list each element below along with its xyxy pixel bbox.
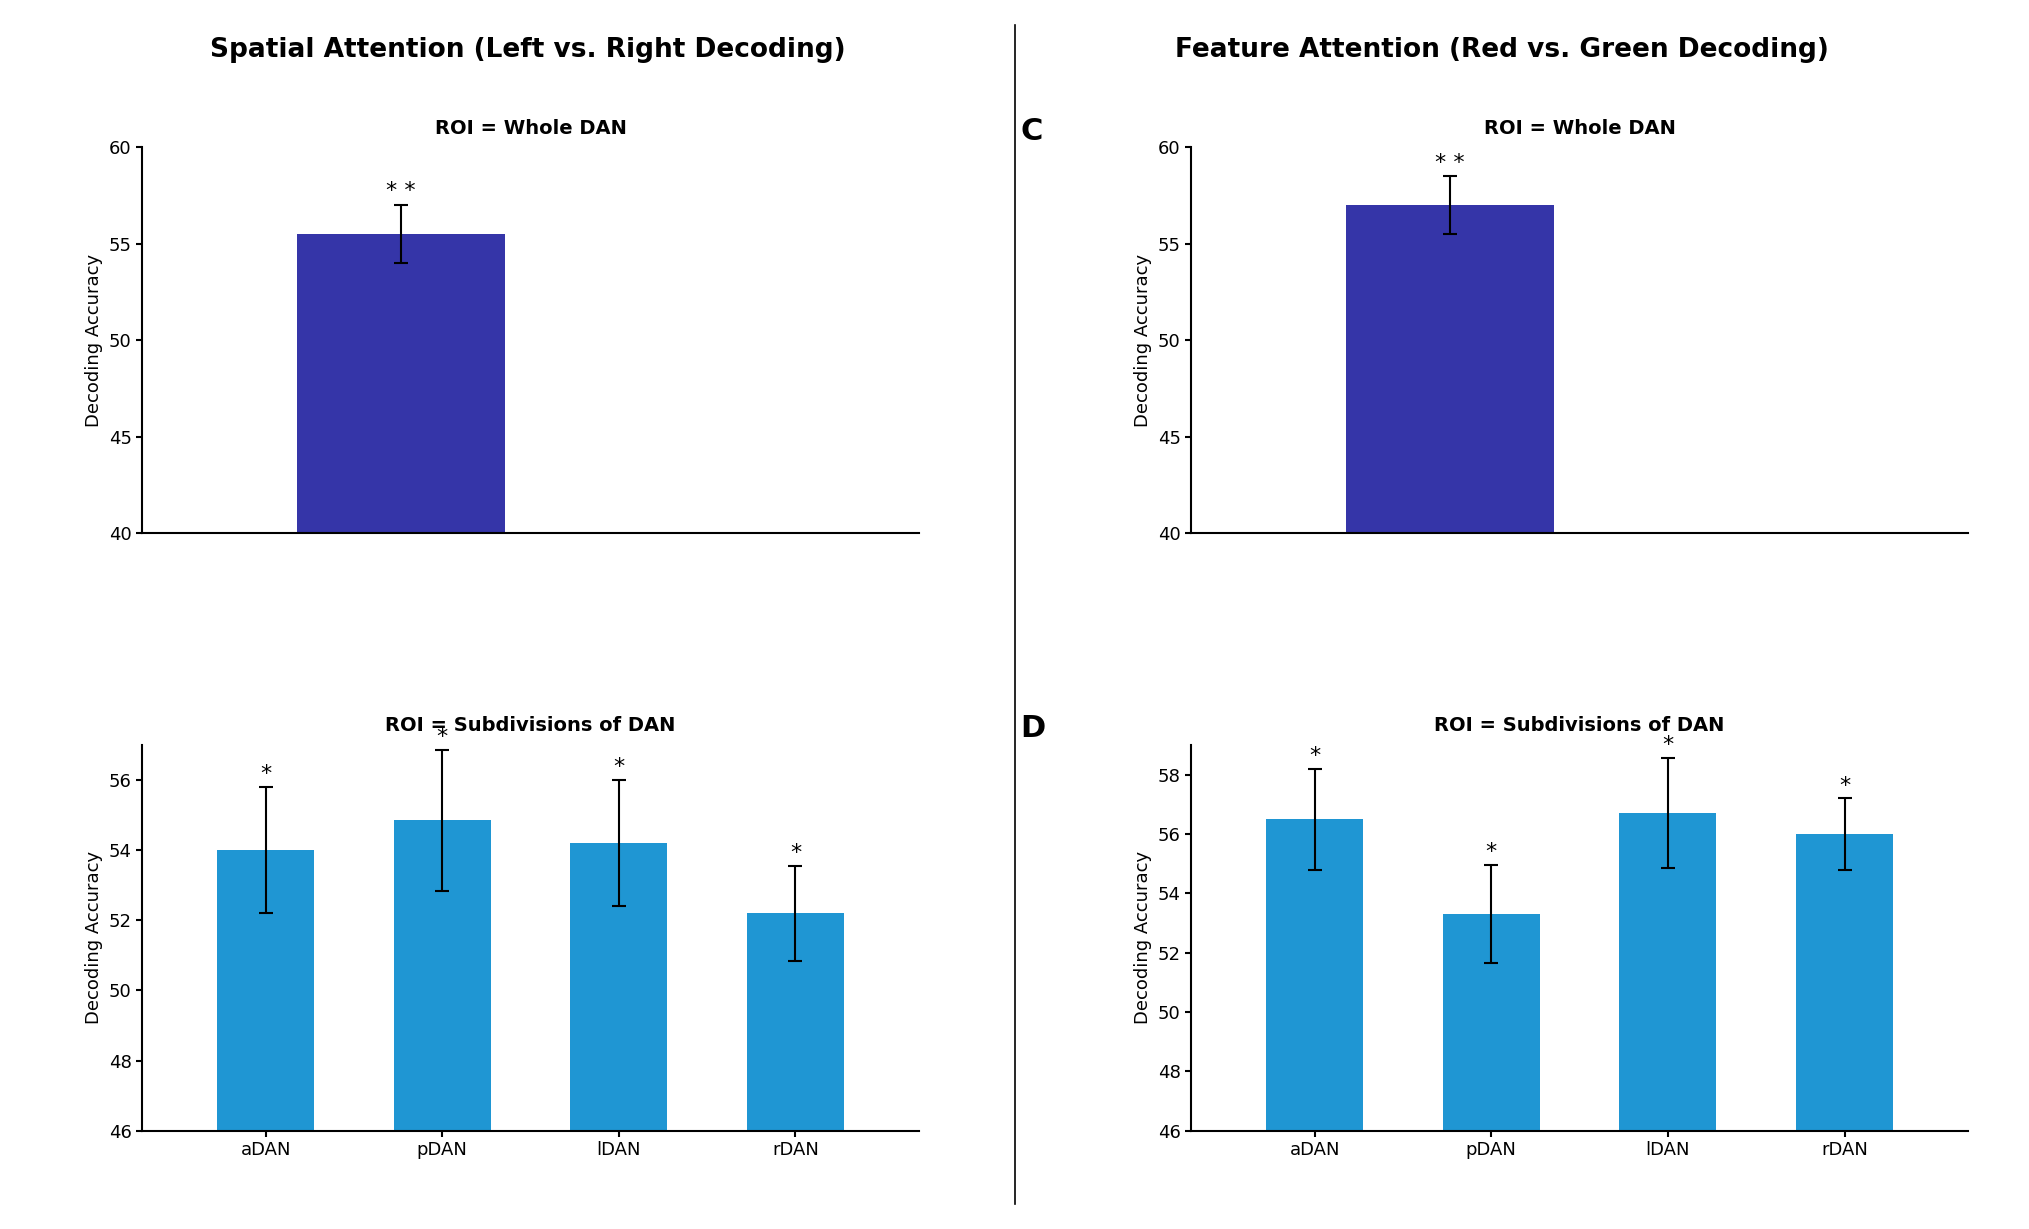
Bar xyxy=(298,235,505,533)
Text: * *: * * xyxy=(386,182,416,202)
Bar xyxy=(570,843,668,1131)
Title: ROI = Subdivisions of DAN: ROI = Subdivisions of DAN xyxy=(386,717,676,735)
Bar xyxy=(1619,814,1717,1131)
Bar xyxy=(394,821,491,1131)
Text: D: D xyxy=(1021,714,1045,744)
Title: ROI = Whole DAN: ROI = Whole DAN xyxy=(434,118,627,138)
Text: Spatial Attention (Left vs. Right Decoding): Spatial Attention (Left vs. Right Decodi… xyxy=(209,37,846,63)
Text: C: C xyxy=(1021,117,1043,145)
Bar xyxy=(1266,820,1363,1131)
Y-axis label: Decoding Accuracy: Decoding Accuracy xyxy=(85,253,103,426)
Text: *: * xyxy=(1485,842,1497,863)
Title: ROI = Whole DAN: ROI = Whole DAN xyxy=(1483,118,1676,138)
Title: ROI = Subdivisions of DAN: ROI = Subdivisions of DAN xyxy=(1435,717,1725,735)
Bar xyxy=(1347,205,1554,533)
Bar xyxy=(1796,834,1893,1131)
Bar xyxy=(217,850,314,1131)
Text: *: * xyxy=(1838,775,1850,795)
Y-axis label: Decoding Accuracy: Decoding Accuracy xyxy=(1134,253,1152,426)
Text: * *: * * xyxy=(1435,152,1465,172)
Text: *: * xyxy=(789,843,801,863)
Text: *: * xyxy=(1309,746,1321,766)
Text: *: * xyxy=(1662,735,1674,756)
Text: *: * xyxy=(260,763,272,784)
Bar xyxy=(747,913,844,1131)
Y-axis label: Decoding Accuracy: Decoding Accuracy xyxy=(1134,852,1152,1025)
Y-axis label: Decoding Accuracy: Decoding Accuracy xyxy=(85,852,103,1025)
Text: Feature Attention (Red vs. Green Decoding): Feature Attention (Red vs. Green Decodin… xyxy=(1175,37,1828,63)
Text: *: * xyxy=(436,726,448,747)
Text: *: * xyxy=(613,757,625,777)
Bar xyxy=(1443,914,1540,1131)
